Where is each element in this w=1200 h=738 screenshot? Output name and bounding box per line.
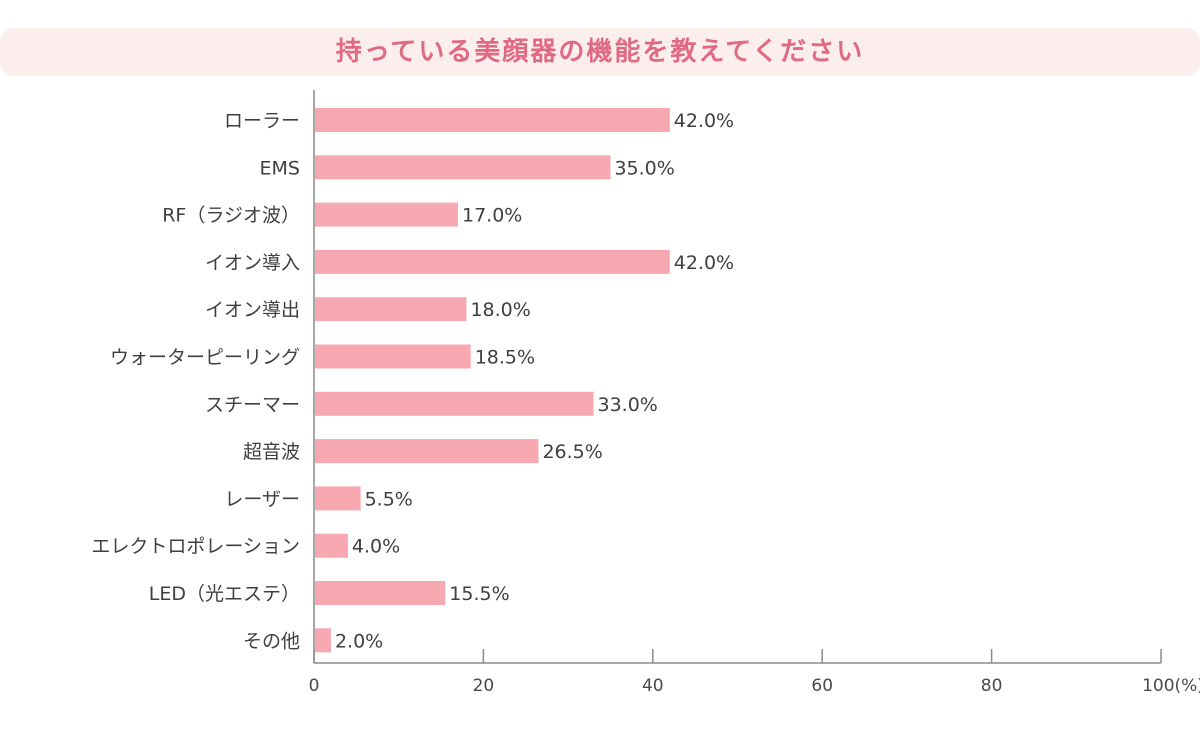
category-label: レーザー: [224, 488, 300, 510]
category-label: EMS: [260, 157, 300, 179]
x-tick-label: 100(%): [1142, 676, 1200, 696]
x-tick-label: 40: [642, 676, 664, 696]
value-label: 42.0%: [674, 252, 734, 274]
category-label: スチーマー: [205, 394, 300, 416]
x-tick-label: 60: [811, 676, 833, 696]
bar: [315, 391, 594, 416]
bar: [315, 344, 471, 369]
bar: [315, 108, 670, 132]
category-label: LED（光エステ）: [149, 583, 300, 605]
value-label: 18.5%: [475, 347, 535, 369]
bar: [315, 249, 670, 274]
bar: [315, 439, 539, 464]
chart-title: 持っている美顔器の機能を教えてください: [335, 37, 865, 67]
value-label: 5.5%: [365, 488, 413, 510]
value-label: 35.0%: [614, 157, 674, 179]
value-label: 17.0%: [462, 205, 522, 227]
category-label: ウォーターピーリング: [110, 347, 300, 369]
x-tick-label: 0: [309, 676, 320, 696]
category-label: 超音波: [243, 441, 300, 463]
category-label: イオン導出: [205, 299, 300, 321]
x-tick-label: 20: [473, 676, 495, 696]
bar: [315, 581, 446, 605]
value-label: 18.0%: [470, 299, 530, 321]
bar: [315, 486, 361, 511]
category-label: ローラー: [224, 110, 300, 132]
value-label: 26.5%: [542, 441, 602, 463]
x-tick-label: 80: [981, 676, 1003, 696]
bar: [315, 155, 611, 180]
category-label: RF（ラジオ波）: [162, 205, 300, 227]
value-label: 4.0%: [352, 536, 400, 558]
category-label: イオン導入: [205, 252, 300, 274]
bar: [315, 628, 331, 653]
bar: [315, 297, 467, 322]
value-label: 15.5%: [449, 583, 509, 605]
value-label: 33.0%: [598, 394, 658, 416]
title-band: 持っている美顔器の機能を教えてください: [0, 28, 1200, 76]
value-label: 2.0%: [335, 630, 383, 652]
value-label: 42.0%: [674, 110, 734, 132]
bar: [315, 202, 458, 227]
bar: [315, 533, 348, 558]
category-label: その他: [243, 630, 300, 652]
category-label: エレクトロポレーション: [91, 536, 300, 558]
